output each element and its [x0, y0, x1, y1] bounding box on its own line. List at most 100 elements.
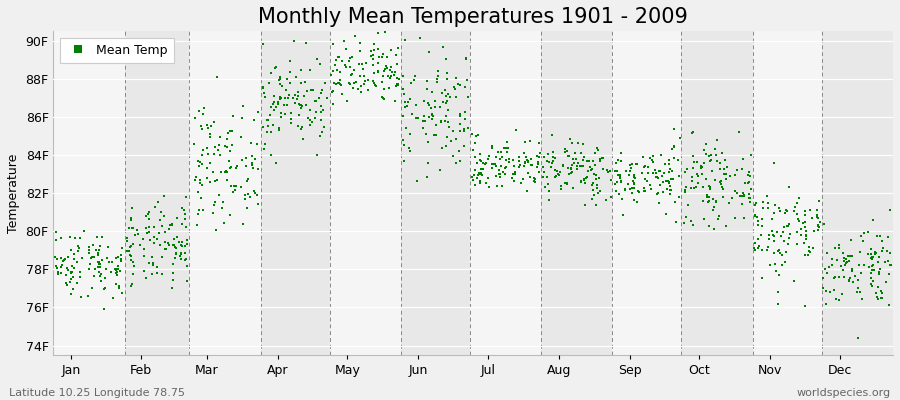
Point — [873, 294, 887, 301]
Point — [284, 110, 298, 117]
Point — [493, 163, 508, 170]
Point — [246, 165, 260, 172]
Point — [850, 285, 865, 292]
Point — [584, 166, 598, 173]
Point — [811, 215, 825, 222]
Point — [143, 237, 157, 243]
Point — [660, 186, 674, 192]
Point — [573, 179, 588, 186]
Point — [838, 261, 852, 268]
Point — [482, 153, 496, 160]
Point — [751, 236, 765, 242]
Point — [868, 290, 883, 296]
Point — [248, 188, 262, 195]
Point — [603, 168, 617, 174]
Point — [147, 223, 161, 230]
Point — [136, 236, 150, 242]
Point — [266, 101, 281, 107]
Point — [144, 254, 158, 260]
Point — [437, 118, 452, 124]
Point — [548, 154, 562, 161]
Point — [479, 180, 493, 186]
Point — [425, 111, 439, 117]
Point — [652, 199, 667, 206]
Point — [142, 260, 157, 266]
Point — [694, 163, 708, 169]
Point — [727, 172, 742, 178]
Point — [473, 171, 488, 177]
Point — [782, 234, 796, 241]
Point — [565, 168, 580, 175]
Point — [256, 146, 271, 152]
Point — [684, 184, 698, 191]
Point — [713, 160, 727, 166]
Point — [687, 185, 701, 191]
Point — [310, 56, 324, 62]
Point — [663, 176, 678, 182]
Point — [561, 164, 575, 171]
Point — [273, 74, 287, 80]
Point — [882, 207, 896, 214]
Point — [649, 174, 663, 180]
Point — [425, 112, 439, 118]
Point — [453, 82, 467, 88]
Point — [81, 266, 95, 272]
Point — [748, 247, 762, 253]
Point — [361, 77, 375, 84]
Point — [626, 197, 641, 203]
Point — [871, 284, 886, 290]
Point — [112, 254, 126, 260]
Point — [339, 98, 354, 104]
Point — [194, 181, 209, 188]
Point — [762, 236, 777, 242]
Point — [762, 231, 777, 238]
Point — [260, 117, 274, 123]
Point — [749, 200, 763, 207]
Point — [832, 274, 846, 280]
Point — [179, 224, 194, 231]
Point — [742, 168, 756, 175]
Point — [604, 194, 618, 200]
Point — [472, 170, 486, 176]
Point — [626, 181, 641, 187]
Point — [111, 266, 125, 273]
Point — [818, 301, 832, 307]
Point — [654, 173, 669, 179]
Point — [850, 335, 865, 342]
Point — [230, 183, 244, 189]
Point — [68, 234, 83, 241]
Point — [651, 174, 665, 181]
Point — [709, 152, 724, 159]
Point — [614, 178, 628, 184]
Point — [175, 205, 189, 211]
Point — [446, 128, 460, 134]
Point — [200, 165, 214, 171]
Point — [824, 256, 839, 262]
Point — [629, 161, 643, 167]
Point — [494, 148, 508, 155]
Point — [158, 193, 172, 200]
Point — [429, 132, 444, 139]
Point — [180, 237, 194, 243]
Point — [679, 184, 693, 190]
Point — [644, 186, 658, 192]
Point — [421, 138, 436, 145]
Bar — [822, 31, 893, 355]
Point — [200, 122, 214, 129]
Point — [720, 164, 734, 170]
Point — [837, 274, 851, 280]
Point — [65, 269, 79, 276]
Point — [861, 264, 876, 270]
Point — [491, 167, 506, 174]
Point — [293, 67, 308, 73]
Point — [357, 72, 372, 79]
Point — [736, 215, 751, 221]
Point — [562, 153, 576, 160]
Point — [569, 156, 583, 162]
Point — [145, 271, 159, 278]
Point — [471, 172, 485, 178]
Point — [842, 252, 856, 259]
Point — [733, 128, 747, 135]
Point — [400, 103, 414, 109]
Point — [810, 214, 824, 221]
